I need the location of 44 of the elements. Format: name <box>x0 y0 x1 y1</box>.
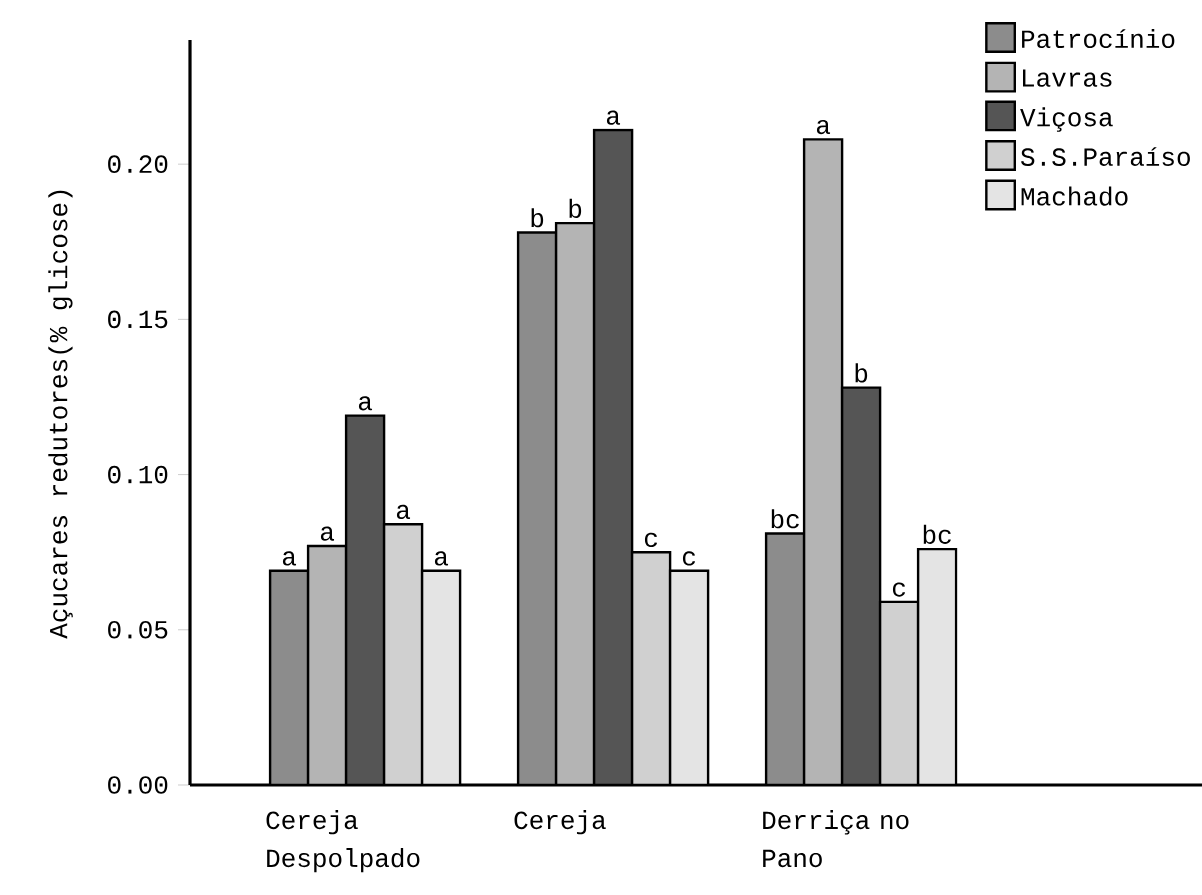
x-tick-label: Derriça no Pano <box>763 810 909 868</box>
y-tick-label: 0.15 <box>108 310 168 329</box>
bar <box>382 523 424 785</box>
data-label: b <box>531 208 544 228</box>
x-tick-label: Cereja Despolpado <box>266 810 420 873</box>
data-label: b <box>855 363 868 383</box>
data-label: a <box>358 396 373 411</box>
legend-label: S.S.Paraíso <box>1020 147 1190 166</box>
bar <box>916 547 958 785</box>
bar <box>878 600 920 785</box>
bar <box>764 532 806 785</box>
data-label: c <box>644 532 658 547</box>
bar <box>420 569 462 785</box>
data-label: a <box>282 551 297 566</box>
bar <box>306 544 348 785</box>
x-tick-label: Cereja <box>514 810 606 835</box>
data-label: c <box>892 582 906 597</box>
y-tick-label: 0.05 <box>108 620 168 639</box>
y-tick-label: 0.00 <box>108 776 168 794</box>
bar <box>802 138 844 785</box>
data-label: bc <box>771 509 799 529</box>
legend-label: Patrocínio <box>1022 28 1175 49</box>
data-label: b <box>569 198 582 218</box>
y-axis-title: Açucares redutores(% glicose) <box>48 190 73 639</box>
data-label: c <box>682 551 696 566</box>
bar <box>668 569 710 785</box>
data-label: bc <box>923 524 951 544</box>
legend-label: Lavras <box>1023 69 1112 87</box>
data-label: a <box>396 504 411 520</box>
legend-label: Machado <box>1021 186 1128 206</box>
y-tick-label: 0.20 <box>108 155 168 173</box>
bar <box>268 569 310 785</box>
y-tick-label: 0.10 <box>108 465 168 484</box>
bar <box>554 221 596 785</box>
bar <box>840 386 882 785</box>
legend-label: Viçosa <box>1020 107 1113 132</box>
bar <box>344 414 386 785</box>
data-label: a <box>320 526 335 541</box>
bar <box>630 550 672 785</box>
data-label: a <box>606 110 621 125</box>
data-label: a <box>434 551 449 566</box>
bar <box>516 231 558 785</box>
data-label: a <box>816 119 831 135</box>
bar <box>592 128 634 785</box>
